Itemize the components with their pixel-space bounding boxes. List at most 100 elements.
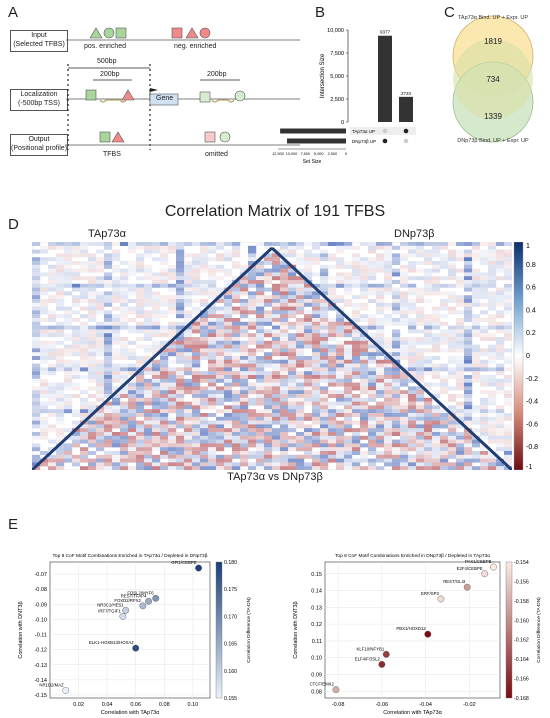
- matrix-cell: [112, 249, 121, 254]
- matrix-cell: [248, 428, 257, 433]
- matrix-cell: [336, 283, 345, 288]
- matrix-cell: [72, 454, 81, 459]
- matrix-cell: [312, 344, 321, 349]
- matrix-cell: [368, 287, 377, 292]
- matrix-cell: [144, 299, 153, 303]
- matrix-cell: [152, 299, 161, 303]
- matrix-cell: [504, 428, 512, 433]
- matrix-cell: [496, 405, 505, 410]
- matrix-cell: [272, 443, 281, 448]
- matrix-cell: [256, 458, 265, 463]
- matrix-cell: [304, 378, 313, 383]
- matrix-cell: [216, 462, 225, 467]
- matrix-cell: [80, 283, 89, 288]
- matrix-cell: [96, 276, 105, 281]
- matrix-cell: [416, 451, 425, 455]
- matrix-cell: [416, 458, 425, 463]
- matrix-cell: [40, 356, 49, 360]
- matrix-cell: [432, 447, 441, 452]
- matrix-cell: [448, 454, 457, 459]
- matrix-cell: [304, 375, 313, 379]
- matrix-cell: [384, 390, 393, 395]
- matrix-cell: [368, 420, 377, 425]
- matrix-cell: [168, 245, 177, 250]
- matrix-cell: [32, 405, 41, 410]
- matrix-cell: [464, 299, 473, 303]
- matrix-cell: [56, 435, 65, 440]
- matrix-cell: [88, 356, 97, 360]
- matrix-cell: [416, 462, 425, 467]
- matrix-cell: [416, 318, 425, 322]
- matrix-cell: [168, 344, 177, 349]
- matrix-cell: [144, 325, 153, 330]
- matrix-cell: [88, 378, 97, 383]
- matrix-cell: [392, 451, 401, 455]
- matrix-cell: [152, 466, 161, 470]
- matrix-cell: [328, 451, 337, 455]
- matrix-cell: [72, 439, 81, 444]
- matrix-cell: [352, 359, 361, 364]
- matrix-cell: [344, 439, 353, 444]
- matrix-cell: [144, 432, 153, 436]
- matrix-cell: [296, 261, 305, 265]
- matrix-cell: [272, 337, 281, 341]
- matrix-cell: [48, 382, 57, 387]
- matrix-cell: [88, 458, 97, 463]
- matrix-cell: [320, 424, 329, 429]
- matrix-cell: [288, 333, 297, 338]
- matrix-cell: [296, 378, 305, 383]
- matrix-cell: [192, 371, 201, 376]
- matrix-cell: [200, 443, 209, 448]
- matrix-cell: [336, 447, 345, 452]
- matrix-cell: [432, 306, 441, 311]
- matrix-cell: [40, 325, 49, 330]
- matrix-cell: [152, 405, 161, 410]
- matrix-cell: [272, 253, 281, 258]
- matrix-cell: [280, 329, 289, 334]
- matrix-cell: [504, 435, 512, 440]
- matrix-cell: [384, 344, 393, 349]
- matrix-cell: [80, 333, 89, 338]
- matrix-cell: [328, 363, 337, 368]
- matrix-cell: [424, 333, 433, 338]
- matrix-cell: [160, 386, 169, 391]
- matrix-right-label: DNp73β: [394, 228, 435, 240]
- point-label: E2F4/CEBPE: [457, 566, 483, 571]
- matrix-cell: [360, 348, 369, 353]
- matrix-cell: [480, 295, 489, 300]
- matrix-cell: [232, 344, 241, 349]
- matrix-cell: [192, 439, 201, 444]
- matrix-cell: [120, 401, 129, 406]
- matrix-cell: [280, 348, 289, 353]
- matrix-cell: [176, 386, 185, 391]
- matrix-cell: [248, 375, 257, 379]
- matrix-cell: [144, 394, 153, 398]
- matrix-cell: [304, 310, 313, 315]
- matrix-cell: [256, 420, 265, 425]
- matrix-cell: [472, 409, 481, 414]
- matrix-cell: [304, 257, 313, 262]
- matrix-cell: [320, 451, 329, 455]
- matrix-cell: [216, 268, 225, 273]
- matrix-cell: [320, 416, 329, 421]
- matrix-cell: [208, 321, 217, 326]
- matrix-cell: [408, 352, 417, 357]
- matrix-cell: [336, 325, 345, 330]
- matrix-cell: [504, 333, 512, 338]
- matrix-cell: [472, 405, 481, 410]
- matrix-cell: [368, 378, 377, 383]
- y-tick-label: -0.15: [34, 693, 47, 699]
- matrix-cell: [168, 295, 177, 300]
- matrix-cell: [128, 454, 137, 459]
- matrix-cell: [120, 443, 129, 448]
- matrix-cell: [184, 420, 193, 425]
- matrix-cell: [328, 359, 337, 364]
- matrix-cell: [392, 462, 401, 467]
- matrix-cell: [256, 321, 265, 326]
- matrix-cell: [192, 409, 201, 414]
- cbar-tick-label: -0.156: [514, 579, 529, 585]
- matrix-cell: [320, 394, 329, 398]
- matrix-cell: [208, 333, 217, 338]
- matrix-cell: [232, 462, 241, 467]
- matrix-cell: [352, 295, 361, 300]
